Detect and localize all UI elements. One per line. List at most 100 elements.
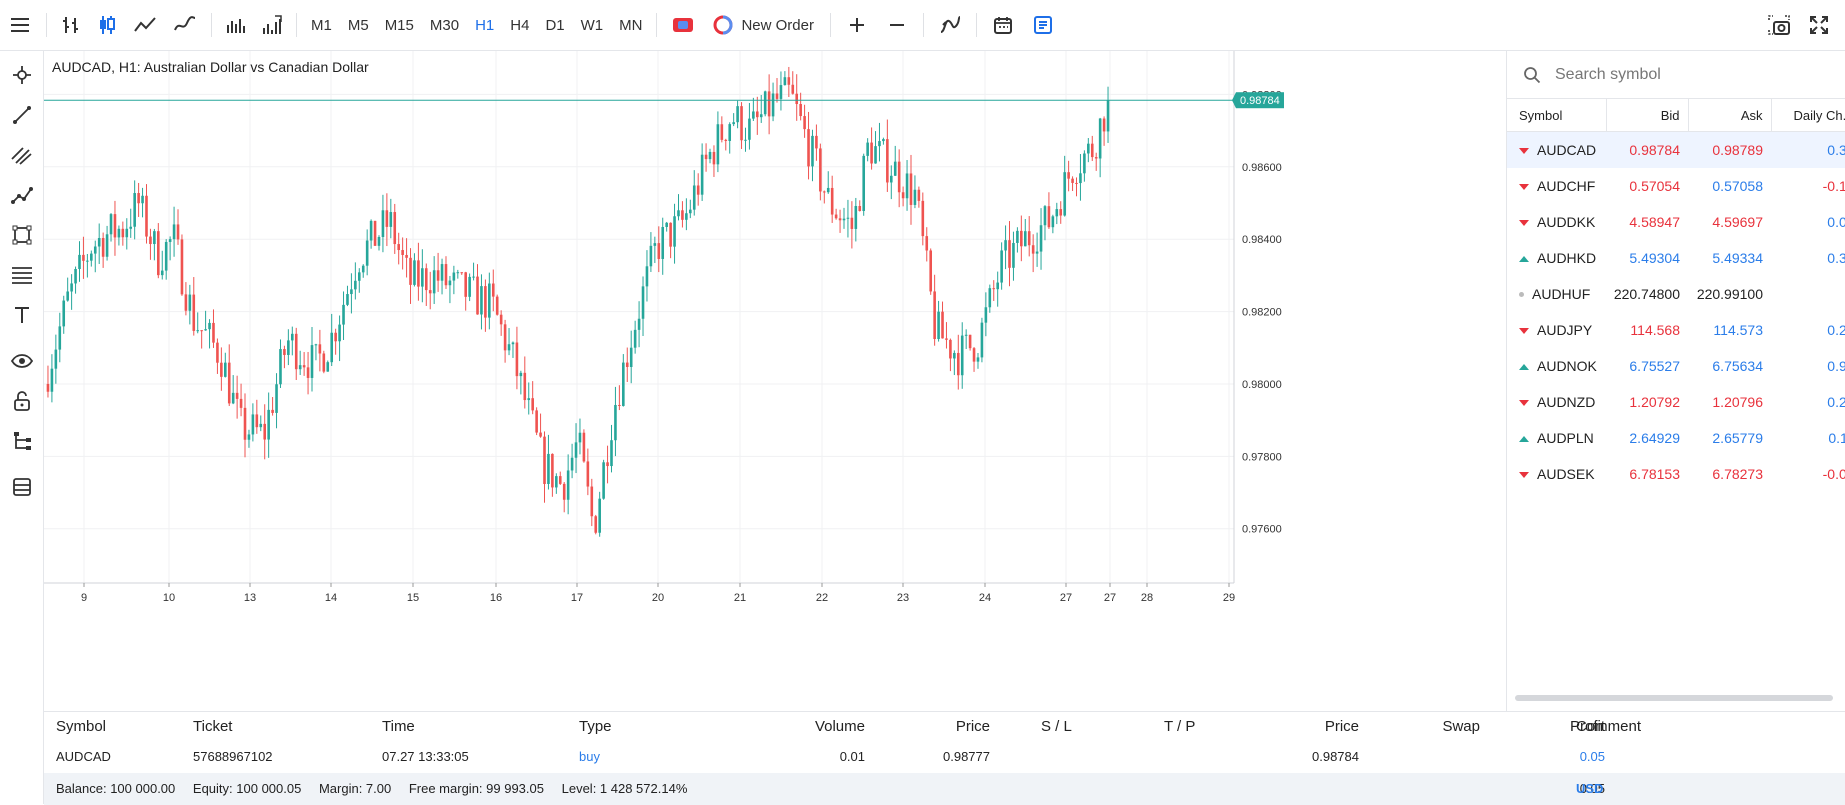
column-bid[interactable]: Bid xyxy=(1606,98,1689,132)
candle-bearish xyxy=(819,148,822,192)
timeframe-d1[interactable]: D1 xyxy=(545,16,565,34)
new-order-button[interactable]: New Order xyxy=(703,15,824,35)
trade-header-comment[interactable]: Comment xyxy=(1576,718,1642,735)
visibility-eye-icon[interactable] xyxy=(0,343,44,379)
horizontal-scrollbar[interactable] xyxy=(1515,695,1833,701)
trade-header-swap[interactable]: Swap xyxy=(1442,718,1480,735)
candle-bullish xyxy=(164,241,168,271)
bar-chart-type-icon[interactable] xyxy=(53,7,89,43)
candle-bearish xyxy=(192,294,196,331)
account-currency[interactable]: USD xyxy=(1576,781,1604,796)
polyline-icon[interactable] xyxy=(0,177,44,213)
candle-bearish xyxy=(263,423,267,440)
watchlist-bid: 6.75527 xyxy=(1629,357,1680,374)
trend-down-icon xyxy=(1519,183,1529,190)
price-chart[interactable]: AUDCAD, H1: Australian Dollar vs Canadia… xyxy=(44,51,1506,703)
candle-bearish xyxy=(149,236,152,245)
lock-icon[interactable] xyxy=(0,383,44,419)
one-click-trading-icon[interactable] xyxy=(663,7,703,43)
candle-bullish xyxy=(598,498,601,533)
watchlist-bid: 6.78153 xyxy=(1629,465,1680,482)
candle-bearish xyxy=(618,404,621,406)
candle-bearish xyxy=(724,139,728,141)
watchlist-row-auddkk[interactable]: AUDDKK 4.58947 4.59697 0.05% xyxy=(1507,204,1845,240)
zoom-out-icon[interactable] xyxy=(877,7,917,43)
column-symbol[interactable]: Symbol xyxy=(1507,98,1607,132)
trade-header-symbol[interactable]: Symbol xyxy=(56,718,107,735)
volumes-icon[interactable] xyxy=(218,7,254,43)
trade-header-volume[interactable]: Volume xyxy=(814,718,865,735)
toolbar-divider xyxy=(296,13,297,37)
candle-bullish xyxy=(105,234,109,257)
candle-bullish xyxy=(752,111,755,119)
trade-row[interactable]: AUDCAD 57688967102 07.27 13:33:05 buy 0.… xyxy=(44,742,1845,772)
watchlist-row-audhuf[interactable]: AUDHUF 220.74800 220.99100 0% xyxy=(1507,276,1845,312)
channel-icon[interactable] xyxy=(0,137,44,173)
candlestick-chart[interactable]: 0.988000.986000.984000.982000.980000.978… xyxy=(44,51,1506,703)
watchlist-row-audchf[interactable]: AUDCHF 0.57054 0.57058 -0.13% xyxy=(1507,168,1845,204)
trade-header-type[interactable]: Type xyxy=(579,718,612,735)
candle-bullish xyxy=(665,222,668,227)
trade-header-price[interactable]: Price xyxy=(955,718,990,735)
timeframe-m15[interactable]: M15 xyxy=(384,16,414,34)
menu-icon[interactable] xyxy=(0,7,40,43)
line-chart-type-icon[interactable] xyxy=(125,7,165,43)
templates-icon[interactable] xyxy=(0,469,44,505)
watchlist-row-audjpy[interactable]: AUDJPY 114.568 114.573 0.22% xyxy=(1507,312,1845,348)
candle-bearish xyxy=(696,185,700,195)
zoom-in-icon[interactable] xyxy=(837,7,877,43)
candlestick-chart-type-icon[interactable] xyxy=(89,7,125,43)
candle-bullish xyxy=(937,311,940,340)
trade-header-time[interactable]: Time xyxy=(382,718,415,735)
indicator-wave-icon[interactable] xyxy=(930,7,970,43)
fullscreen-icon[interactable] xyxy=(1799,7,1839,43)
timeframe-m5[interactable]: M5 xyxy=(347,16,369,34)
candle-bearish xyxy=(712,151,716,165)
timeframe-h4[interactable]: H4 xyxy=(510,16,530,34)
candle-bearish xyxy=(220,362,223,377)
candle-bearish xyxy=(491,283,495,297)
screenshot-icon[interactable] xyxy=(1759,7,1799,43)
trade-header-current-price[interactable]: Price xyxy=(1324,718,1359,735)
watchlist-row-audpln[interactable]: AUDPLN 2.64929 2.65779 0.11% xyxy=(1507,420,1845,456)
candle-bullish xyxy=(129,226,133,229)
column-daily-change[interactable]: Daily Ch... xyxy=(1771,98,1845,132)
candle-bullish xyxy=(527,398,531,401)
timeframe-mn[interactable]: MN xyxy=(619,16,643,34)
trend-line-icon[interactable] xyxy=(0,97,44,133)
candle-bearish xyxy=(815,135,818,149)
search-input[interactable] xyxy=(1555,65,1815,84)
object-tree-icon[interactable] xyxy=(0,423,44,459)
fibonacci-icon[interactable] xyxy=(0,257,44,293)
timeframe-w1[interactable]: W1 xyxy=(580,16,604,34)
timeframe-m30[interactable]: M30 xyxy=(429,16,460,34)
toolbar-divider xyxy=(829,13,831,37)
candle-bullish xyxy=(763,91,767,115)
timeframe-m1[interactable]: M1 xyxy=(311,16,332,34)
watchlist-row-audhkd[interactable]: AUDHKD 5.49304 5.49334 0.31% xyxy=(1507,240,1845,276)
watchlist-row-audnzd[interactable]: AUDNZD 1.20792 1.20796 0.21% xyxy=(1507,384,1845,420)
timeframe-h1[interactable]: H1 xyxy=(475,16,495,34)
watchlist-row-audsek[interactable]: AUDSEK 6.78153 6.78273 -0.08% xyxy=(1507,456,1845,492)
column-ask[interactable]: Ask xyxy=(1688,98,1772,132)
watchlist-row-audnok[interactable]: AUDNOK 6.75527 6.75634 0.97% xyxy=(1507,348,1845,384)
price-tick-label: 0.98200 xyxy=(1242,307,1282,319)
trade-header-tp[interactable]: T / P xyxy=(1164,718,1196,735)
trade-panel-icon[interactable] xyxy=(1023,7,1063,43)
trade-header-profit[interactable]: Profit xyxy=(1569,718,1605,735)
crosshair-icon[interactable] xyxy=(0,57,44,93)
candle-bullish xyxy=(259,423,263,428)
candle-bearish xyxy=(787,77,791,85)
trade-header-sl[interactable]: S / L xyxy=(1041,718,1072,735)
candle-bearish xyxy=(405,254,408,258)
text-tool-icon[interactable] xyxy=(0,297,44,333)
indicators-icon[interactable] xyxy=(254,7,290,43)
watchlist-row-audcad[interactable]: AUDCAD 0.98784 0.98789 0.38% xyxy=(1507,131,1845,168)
area-chart-type-icon[interactable] xyxy=(165,7,205,43)
candle-bearish xyxy=(212,322,215,343)
shapes-icon[interactable] xyxy=(0,217,44,253)
calendar-icon[interactable] xyxy=(983,7,1023,43)
candle-bullish xyxy=(633,329,637,348)
trade-header-ticket[interactable]: Ticket xyxy=(193,718,233,735)
candle-bearish xyxy=(901,192,905,199)
